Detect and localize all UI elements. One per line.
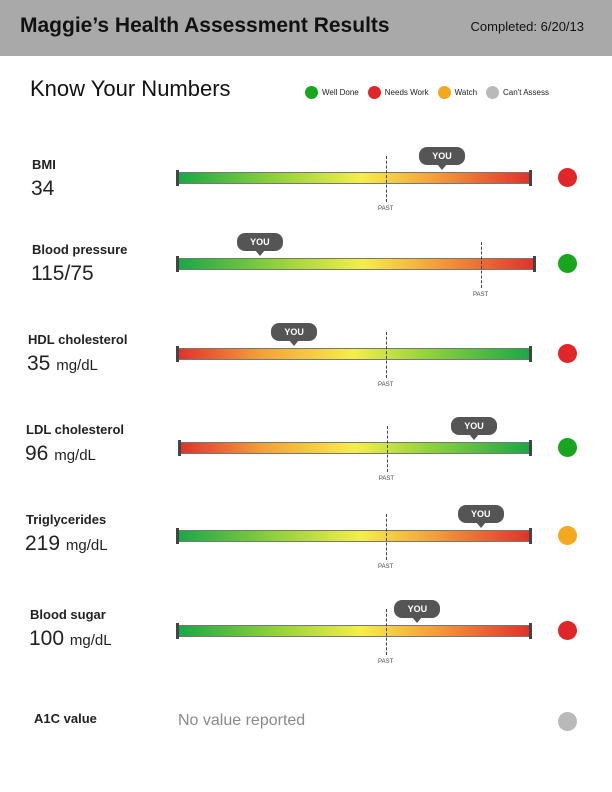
metric-value: 34 <box>31 177 54 201</box>
bar-end-cap <box>176 528 179 544</box>
metric-value: 96 mg/dL <box>25 442 96 466</box>
legend-label: Watch <box>454 87 478 97</box>
legend-item-well-done: Well Done <box>305 85 359 99</box>
you-marker: YOU <box>271 323 318 346</box>
metric-label: Blood sugar <box>30 607 106 622</box>
status-dot-icon <box>558 712 577 731</box>
orange-dot-icon <box>437 85 451 99</box>
metric-row-hdl-cholesterol: HDL cholesterol 35 mg/dL PAST YOU <box>0 323 612 405</box>
past-marker-line <box>386 426 388 472</box>
status-dot-icon <box>558 438 577 457</box>
past-marker-line <box>385 156 387 202</box>
range-bar <box>176 623 532 639</box>
metric-number: 115/75 <box>31 262 94 285</box>
metric-number: 219 <box>25 532 61 555</box>
range-bar <box>176 256 536 272</box>
past-marker-line <box>385 514 387 560</box>
legend-item-cant-assess: Can't Assess <box>486 85 550 99</box>
bar-end-cap <box>176 170 179 186</box>
metric-row-bmi: BMI 34 PAST YOU <box>0 147 612 230</box>
legend: Well Done Needs Work Watch Can't Assess <box>305 84 558 100</box>
status-dot-icon <box>558 526 577 545</box>
metric-row-a1c: A1C value <box>0 700 612 780</box>
bar-end-cap <box>529 170 532 186</box>
legend-item-needs-work: Needs Work <box>367 85 429 99</box>
page-title: Maggie’s Health Assessment Results <box>20 14 390 37</box>
metric-number: 100 <box>29 627 65 650</box>
past-marker-line <box>385 609 387 655</box>
metric-row-blood-sugar: Blood sugar 100 mg/dL PAST YOU <box>0 600 612 680</box>
past-marker-line <box>480 242 482 288</box>
bar-end-cap <box>529 528 532 544</box>
bar-end-cap <box>529 623 532 639</box>
header-bar: Maggie’s Health Assessment Results Compl… <box>0 0 612 56</box>
bar-end-cap <box>176 346 179 362</box>
you-marker: YOU <box>394 600 441 623</box>
metric-value: 219 mg/dL <box>25 532 108 556</box>
metric-label: A1C value <box>34 711 97 726</box>
past-marker-label: PAST <box>378 206 394 212</box>
range-bar <box>178 440 532 456</box>
you-marker: YOU <box>451 417 497 440</box>
metric-number: 35 <box>27 352 51 375</box>
metric-value: 100 mg/dL <box>29 627 112 651</box>
legend-label: Can't Assess <box>503 87 550 97</box>
bar-end-cap <box>178 440 181 456</box>
red-dot-icon <box>367 85 381 99</box>
metric-row-triglycerides: Triglycerides 219 mg/dL PAST YOU <box>0 505 612 585</box>
legend-item-watch: Watch <box>437 85 478 99</box>
bar-end-cap <box>176 256 179 272</box>
metric-number: 96 <box>25 442 49 465</box>
metric-label: Blood pressure <box>32 242 128 257</box>
legend-label: Well Done <box>322 87 359 97</box>
past-marker-label: PAST <box>378 476 395 482</box>
range-bar <box>176 346 532 362</box>
status-dot-icon <box>558 621 577 640</box>
status-dot-icon <box>558 344 577 363</box>
legend-label: Needs Work <box>384 87 429 97</box>
past-marker-label: PAST <box>378 659 394 665</box>
bar-end-cap <box>533 256 536 272</box>
past-marker-label: PAST <box>472 292 489 298</box>
a1c-no-value-message: No value reported <box>178 712 306 729</box>
section-title: Know Your Numbers <box>30 76 231 101</box>
status-dot-icon <box>558 168 577 187</box>
metric-label: Triglycerides <box>26 512 107 527</box>
metric-label: LDL cholesterol <box>26 422 125 437</box>
past-marker-label: PAST <box>378 382 394 388</box>
completed-date: Completed: 6/20/13 <box>470 19 584 34</box>
metric-number: 34 <box>31 177 55 200</box>
bar-end-cap <box>529 346 532 362</box>
metric-value: 35 mg/dL <box>27 352 98 376</box>
metric-row-blood-pressure: Blood pressure 115/75 PAST YOU <box>0 233 612 315</box>
metric-row-ldl-cholesterol: LDL cholesterol 96 mg/dL PAST YOU <box>0 415 612 495</box>
range-bar <box>176 528 532 544</box>
metric-unit: mg/dL <box>54 447 96 464</box>
metric-unit: mg/dL <box>56 357 98 374</box>
status-dot-icon <box>558 254 577 273</box>
gray-dot-icon <box>486 85 500 99</box>
range-bar <box>176 170 532 186</box>
you-marker: YOU <box>419 147 465 170</box>
metric-unit: mg/dL <box>69 632 112 649</box>
metric-label: HDL cholesterol <box>28 332 128 347</box>
metric-unit: mg/dL <box>65 537 108 554</box>
you-marker: YOU <box>457 505 504 528</box>
green-dot-icon <box>305 85 318 99</box>
bar-end-cap <box>176 623 179 639</box>
past-marker-label: PAST <box>378 564 394 570</box>
metric-label: BMI <box>32 157 56 172</box>
bar-end-cap <box>529 440 532 456</box>
metric-value: 115/75 <box>31 262 94 286</box>
you-marker: YOU <box>236 233 283 256</box>
past-marker-line <box>385 332 387 378</box>
